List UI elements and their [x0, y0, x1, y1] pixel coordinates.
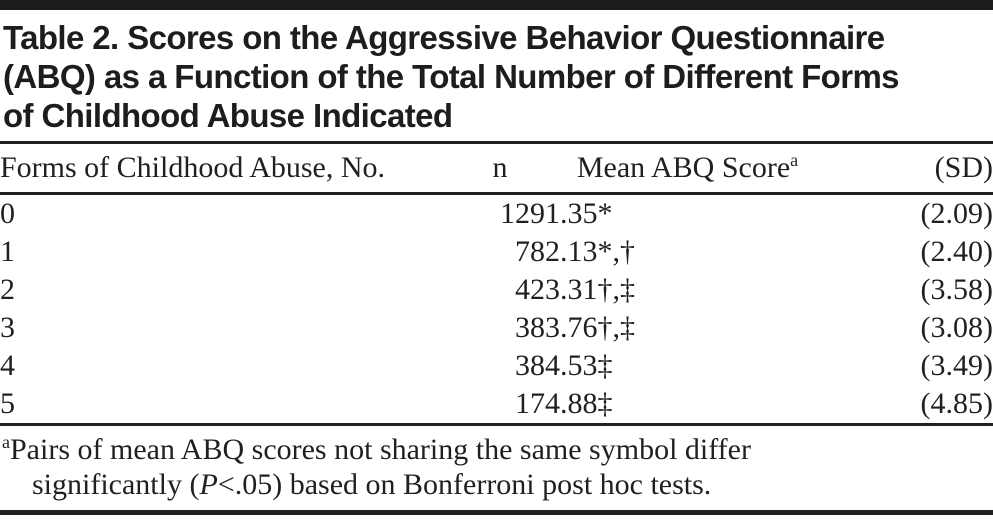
footnote-line-1: aPairs of mean ABQ scores not sharing th… [2, 432, 990, 467]
table-row: 0 129 1.35* (2.09) [0, 194, 993, 234]
cell-sd: (2.40) [920, 235, 993, 268]
cell-sd: (3.08) [920, 311, 993, 344]
cell-n: 38 [515, 311, 545, 344]
header-sd: (SD) [830, 144, 993, 195]
header-forms-of-abuse: Forms of Childhood Abuse, No. [0, 144, 455, 195]
footnote-text-2a: significantly ( [32, 468, 200, 501]
cell-forms: 1 [0, 235, 15, 268]
title-divider-rule [0, 141, 993, 144]
table-row: 3 38 3.76†,‡ (3.08) [0, 309, 993, 347]
footnote-marker: a [2, 432, 10, 452]
header-mean-abq-score: Mean ABQ Scorea [545, 144, 830, 195]
table-row: 4 38 4.53‡ (3.49) [0, 347, 993, 385]
table-footnote: aPairs of mean ABQ scores not sharing th… [0, 423, 993, 510]
cell-sd: (4.85) [920, 387, 993, 420]
table-row: 2 42 3.31†,‡ (3.58) [0, 271, 993, 309]
footnote-line-2: significantly (P<.05) based on Bonferron… [2, 467, 990, 502]
cell-forms: 3 [0, 311, 15, 344]
table-row: 1 78 2.13*,† (2.40) [0, 233, 993, 271]
bottom-double-rule [0, 510, 993, 515]
cell-mean: 2.13*,† [545, 235, 635, 268]
table-title: Table 2. Scores on the Aggressive Behavi… [0, 10, 993, 141]
table-header: Forms of Childhood Abuse, No. n Mean ABQ… [0, 144, 993, 195]
table-row: 5 17 4.88‡ (4.85) [0, 385, 993, 423]
cell-forms: 2 [0, 273, 15, 306]
cell-forms: 4 [0, 349, 15, 382]
cell-mean: 1.35* [545, 197, 613, 230]
cell-forms: 0 [0, 197, 15, 230]
cell-n: 42 [515, 273, 545, 306]
cell-mean: 4.53‡ [545, 349, 613, 382]
cell-mean: 3.76†,‡ [545, 311, 635, 344]
header-mean-label: Mean ABQ Score [576, 151, 791, 184]
cell-n: 17 [515, 387, 545, 420]
cell-sd: (3.58) [920, 273, 993, 306]
footnote-text-1: Pairs of mean ABQ scores not sharing the… [10, 433, 751, 466]
cell-n: 38 [515, 349, 545, 382]
abq-scores-table: Forms of Childhood Abuse, No. n Mean ABQ… [0, 144, 993, 423]
header-row: Forms of Childhood Abuse, No. n Mean ABQ… [0, 144, 993, 195]
cell-forms: 5 [0, 387, 15, 420]
cell-mean: 4.88‡ [545, 387, 613, 420]
cell-sd: (3.49) [920, 349, 993, 382]
table-body: 0 129 1.35* (2.09) 1 78 2.13*,† (2.40) 2… [0, 194, 993, 424]
table-title-line-2: (ABQ) as a Function of the Total Number … [3, 58, 900, 95]
top-rule-bar [0, 0, 993, 10]
footnote-text-2b: <.05) based on Bonferroni post hoc tests… [217, 468, 712, 501]
footnote-p-italic: P [199, 468, 218, 501]
cell-sd: (2.09) [920, 197, 993, 230]
cell-n: 129 [500, 197, 545, 230]
cell-mean: 3.31†,‡ [545, 273, 635, 306]
header-mean-footnote-marker: a [790, 150, 799, 170]
table-title-line-1: Table 2. Scores on the Aggressive Behavi… [3, 19, 885, 56]
cell-n: 78 [515, 235, 545, 268]
table-title-line-3: of Childhood Abuse Indicated [3, 97, 453, 134]
header-n: n [455, 144, 545, 195]
